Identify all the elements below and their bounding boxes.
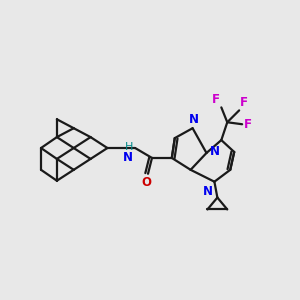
Text: N: N (189, 113, 199, 126)
Text: F: F (244, 118, 252, 131)
Text: N: N (202, 185, 212, 198)
Text: N: N (209, 146, 219, 158)
Text: O: O (141, 176, 151, 189)
Text: F: F (212, 93, 220, 106)
Text: H: H (125, 142, 133, 152)
Text: N: N (123, 151, 133, 164)
Text: F: F (240, 96, 248, 110)
